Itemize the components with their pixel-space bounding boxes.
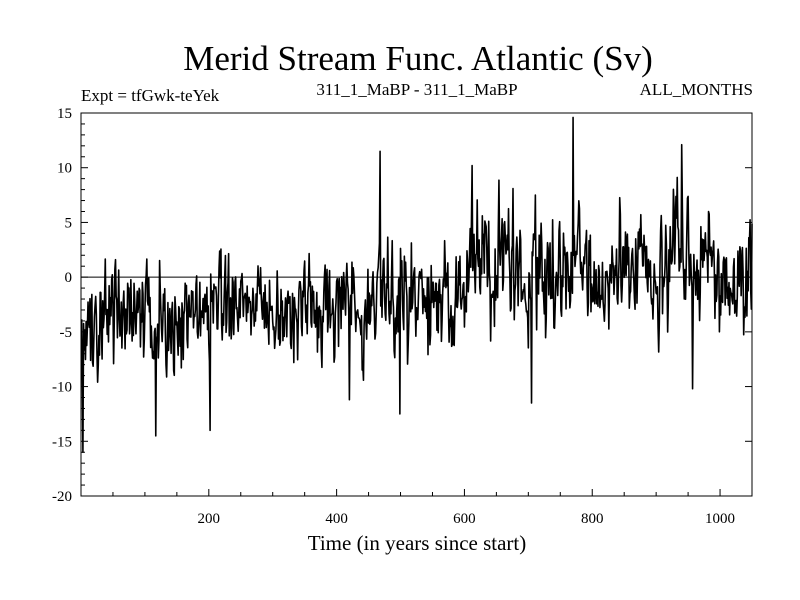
x-tick-label: 600 [453,511,476,527]
experiment-label: Expt = tfGwk-teYek [81,86,220,105]
y-tick-label: 5 [65,215,73,231]
x-tick-label: 800 [581,511,604,527]
period-label: 311_1_MaBP - 311_1_MaBP [316,80,517,99]
x-axis-label: Time (in years since start) [308,531,527,555]
y-tick-label: -10 [52,380,72,396]
y-tick-label: 0 [65,270,73,286]
x-axis: 200 400 600 800 1000 [112,489,735,527]
x-tick-label: 400 [325,511,348,527]
x-tick-label: 1000 [705,511,735,527]
y-axis: 15 10 5 0 -5 -10 -15 -20 [52,106,752,505]
months-label: ALL_MONTHS [640,80,753,99]
plot-area [80,112,753,497]
series-line [80,116,753,454]
y-tick-label: 15 [57,106,72,122]
chart-title: Merid Stream Func. Atlantic (Sv) [183,39,653,78]
y-tick-label: -5 [60,325,73,341]
y-tick-label: 10 [57,161,72,177]
x-tick-label: 200 [198,511,221,527]
y-tick-label: -15 [52,434,72,450]
y-tick-label: -20 [52,489,72,505]
plot-frame [80,112,753,497]
